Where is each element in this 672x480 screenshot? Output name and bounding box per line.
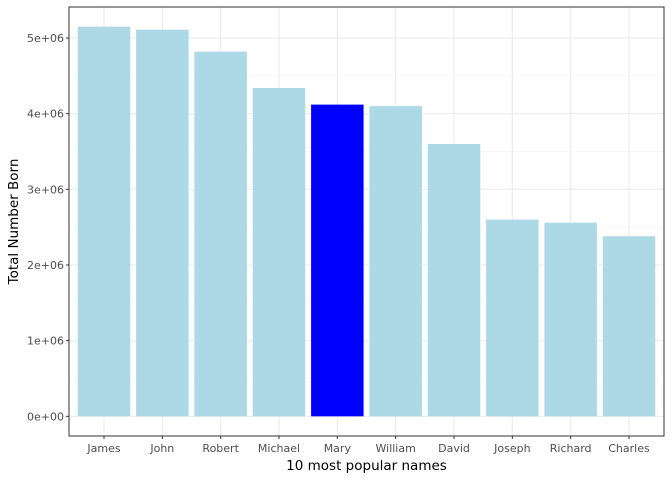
x-tick-label: Charles: [608, 442, 650, 455]
x-axis-title: 10 most popular names: [286, 458, 447, 474]
x-tick-label: Richard: [550, 442, 592, 455]
x-tick-label: Robert: [202, 442, 239, 455]
y-tick-label: 4e+06: [27, 108, 64, 121]
bar-mary: [311, 104, 364, 417]
x-tick-label: William: [376, 442, 416, 455]
bar-joseph: [486, 219, 539, 417]
bar-william: [369, 106, 422, 417]
y-tick-label: 5e+06: [27, 32, 64, 45]
bar-john: [136, 29, 189, 417]
bar-james: [77, 26, 131, 417]
bar-david: [427, 143, 481, 417]
x-tick-label: John: [149, 442, 174, 455]
x-tick-label: Michael: [258, 442, 300, 455]
x-axis: James John Robert Michael Mary William David Jo…: [86, 436, 650, 455]
y-axis-title: Total Number Born: [6, 159, 22, 286]
x-tick-label: James: [86, 442, 120, 455]
y-tick-label: 3e+06: [27, 183, 64, 196]
y-axis: 0e+00 1e+06 2e+06 3e+06 4e+06 5e+06: [27, 32, 69, 423]
bars: [77, 26, 656, 417]
x-tick-label: David: [438, 442, 470, 455]
bar-charles: [602, 236, 656, 417]
bar-robert: [194, 51, 247, 417]
bar-michael: [252, 87, 306, 417]
x-tick-label: Joseph: [493, 442, 530, 455]
bar-richard: [544, 222, 597, 417]
y-tick-label: 0e+00: [27, 410, 64, 423]
panel-border: [68, 6, 665, 437]
x-tick-label: Mary: [324, 442, 352, 455]
y-tick-label: 1e+06: [27, 335, 64, 348]
y-tick-label: 2e+06: [27, 259, 64, 272]
